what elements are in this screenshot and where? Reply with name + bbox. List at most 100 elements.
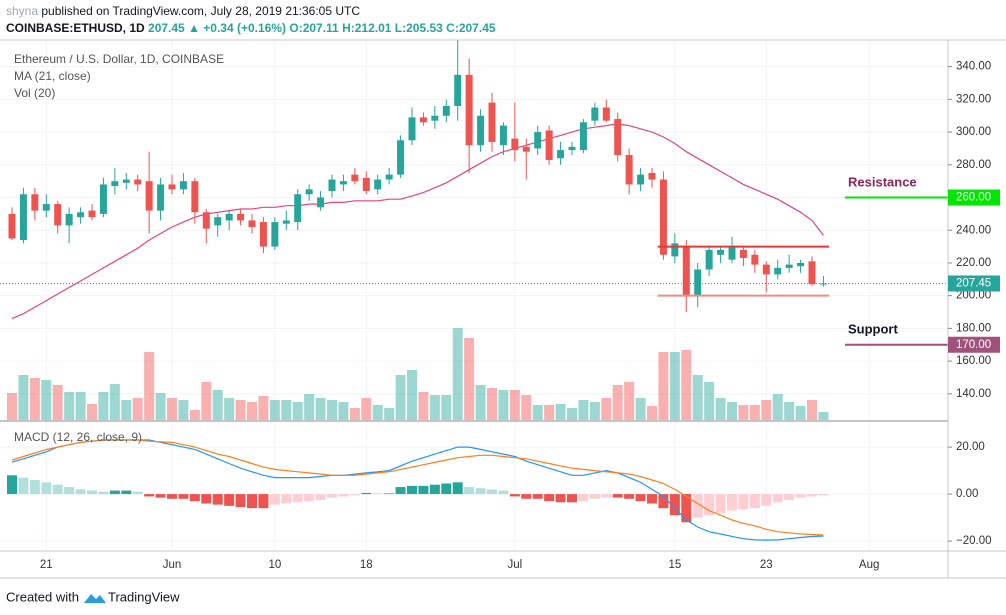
macd-hist-bar (578, 494, 589, 502)
macd-hist-bar (281, 494, 292, 504)
candle-body (157, 184, 165, 211)
candle-body (259, 222, 267, 247)
volume-bar (407, 370, 417, 420)
published: published on TradingView.com, July 28, 2… (41, 4, 360, 18)
brand: TradingView (108, 589, 180, 604)
macd-hist-bar (624, 494, 635, 499)
candle-body (225, 213, 233, 221)
x-tick-label: 21 (40, 559, 53, 571)
volume-bar (669, 352, 680, 420)
y-tick-label: 180.00 (956, 322, 991, 334)
candle-body (648, 172, 656, 180)
volume-bar (498, 390, 509, 420)
candle-body (77, 212, 85, 218)
candle-body (248, 220, 256, 227)
y-tick-label: −20.00 (956, 535, 992, 547)
candle-body (351, 174, 359, 182)
candle-body (42, 204, 50, 211)
change: ▲ +0.34 (+0.16%) (188, 21, 286, 35)
macd-hist-bar (247, 494, 257, 509)
volume-bar (395, 375, 406, 420)
candle-body (65, 213, 73, 226)
annotation: Resistance (848, 174, 917, 189)
close: C:207.45 (446, 21, 496, 35)
volume-bar (532, 405, 543, 420)
candle-body (214, 217, 222, 226)
volume-bar (18, 375, 29, 420)
volume-bar (738, 405, 749, 420)
candle-body (282, 220, 290, 224)
macd-hist-bar (121, 490, 132, 495)
macd-hist-bar (784, 494, 795, 500)
volume-bar (212, 390, 223, 420)
candle-body (362, 177, 370, 191)
candle-body (465, 74, 473, 146)
macd-hist-bar (555, 494, 566, 503)
candle-body (534, 132, 542, 149)
volume-bar (795, 406, 806, 420)
candle-body (271, 222, 279, 247)
price-label: 260.00 (956, 192, 991, 204)
y-tick-label: 320.00 (956, 93, 991, 105)
macd-hist-bar (601, 494, 612, 498)
macd-hist-bar (715, 494, 726, 513)
macd-hist-bar (509, 494, 520, 497)
macd-hist-bar (429, 484, 440, 495)
price-label: 207.45 (956, 278, 991, 290)
candle-body (305, 189, 313, 195)
macd-hist-bar (144, 494, 155, 497)
volume-bar (7, 393, 17, 420)
candle-body (522, 146, 530, 152)
volume-bar (98, 392, 109, 420)
price-label-box (948, 275, 1000, 292)
volume-bar (258, 396, 269, 420)
footer-text: Created with (6, 589, 79, 604)
volume-bar (784, 402, 795, 420)
volume-bar (247, 402, 257, 420)
volume-bar (555, 404, 566, 420)
y-tick-label: 160.00 (956, 355, 991, 367)
price-label: 170.00 (956, 339, 991, 351)
candle-body (99, 184, 107, 214)
candle-body (122, 179, 130, 183)
x-tick-label: 23 (760, 559, 773, 571)
macd-hist-bar (155, 494, 166, 498)
macd-hist-bar (452, 482, 463, 495)
candle-body (8, 213, 16, 239)
macd-hist-bar (464, 487, 475, 495)
candle-body (442, 105, 450, 116)
volume-bar (167, 398, 177, 420)
candle-body (511, 138, 519, 151)
candle-body (808, 261, 816, 285)
volume-bar (52, 385, 63, 420)
y-tick-label: 280.00 (956, 159, 991, 171)
volume-bar (601, 398, 612, 420)
macd-hist-bar (692, 494, 703, 518)
grid (0, 40, 948, 550)
volume-bar (567, 408, 577, 420)
macd-hist-bar (521, 494, 532, 499)
macd-hist-bar (544, 494, 555, 502)
candle-body (88, 210, 96, 218)
candle-body (797, 262, 805, 267)
volume-bar (441, 395, 452, 420)
macd-hist-bar (224, 494, 235, 506)
candle-body (694, 269, 702, 296)
volume-bar (635, 398, 646, 420)
candle-body (659, 179, 667, 255)
candle-body (385, 174, 393, 180)
macd-hist-bar (132, 491, 143, 495)
candle-body (751, 254, 759, 265)
macd-hist-bar (738, 494, 749, 510)
macd-hist-bar (235, 494, 246, 508)
macd-hist-bar (29, 479, 40, 495)
volume-bar (292, 402, 303, 420)
macd-hist-bar (52, 484, 63, 495)
x-tick-label: Aug (859, 559, 879, 571)
candle-body (637, 174, 645, 185)
y-tick-label: 220.00 (956, 257, 991, 269)
volume-bar (349, 408, 360, 420)
volume-bar (624, 382, 635, 420)
volume-bar (429, 395, 440, 420)
macd-hist-bar (269, 494, 280, 505)
